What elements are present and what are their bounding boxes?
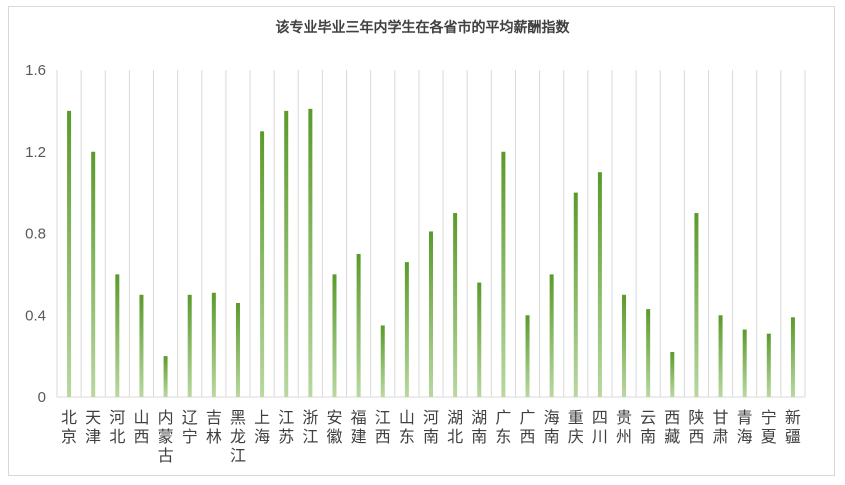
bar xyxy=(163,356,168,397)
bar xyxy=(187,294,192,397)
x-tick-label: 青海 xyxy=(737,408,753,446)
y-tick-label: 1.2 xyxy=(25,144,46,161)
x-tick-label: 甘肃 xyxy=(713,408,729,446)
bars xyxy=(67,108,795,398)
x-tick-label: 北京 xyxy=(61,408,77,446)
x-tick-label: 山东 xyxy=(399,408,415,446)
bar xyxy=(308,108,313,398)
bar xyxy=(332,274,337,397)
x-tick-label: 河北 xyxy=(109,408,125,446)
x-tick-label: 吉林 xyxy=(206,408,222,446)
bar xyxy=(670,352,675,397)
y-tick-label: 0.4 xyxy=(25,307,46,324)
chart-title: 该专业毕业三年内学生在各省市的平均薪酬指数 xyxy=(275,20,570,36)
x-tick-label: 安徽 xyxy=(326,408,342,446)
bar xyxy=(477,282,482,397)
x-tick-label: 贵州 xyxy=(616,408,632,446)
x-tick-label: 重庆 xyxy=(568,408,584,446)
bar xyxy=(211,292,216,397)
y-tick-label: 0 xyxy=(38,389,46,406)
bar xyxy=(235,302,240,397)
y-tick-label: 0.8 xyxy=(25,226,46,243)
bar xyxy=(694,213,699,397)
bar xyxy=(115,274,120,397)
y-tick-label: 1.6 xyxy=(25,62,46,79)
gridlines xyxy=(56,70,806,398)
bar xyxy=(429,231,433,397)
bar xyxy=(91,151,96,397)
bar xyxy=(525,315,530,397)
x-tick-label: 上海 xyxy=(254,408,270,446)
x-tick-label: 黑龙江 xyxy=(230,408,246,465)
x-tick-label: 内蒙古 xyxy=(158,408,174,465)
bar xyxy=(573,192,578,397)
y-axis: 0 0.4 0.8 1.2 1.6 xyxy=(25,62,46,406)
x-tick-label: 海南 xyxy=(544,408,560,446)
bar xyxy=(742,329,747,397)
bar xyxy=(790,317,795,397)
x-tick-label: 辽宁 xyxy=(182,408,198,446)
bar xyxy=(380,325,385,397)
bar xyxy=(622,294,627,397)
x-tick-label: 浙江 xyxy=(302,408,318,446)
x-tick-label: 新疆 xyxy=(785,408,801,446)
x-tick-label: 广西 xyxy=(520,408,536,446)
x-tick-label: 四川 xyxy=(592,408,608,446)
bar xyxy=(766,333,771,397)
bar xyxy=(260,131,265,397)
bar xyxy=(501,151,506,397)
bar xyxy=(284,110,289,397)
x-tick-label: 天津 xyxy=(85,408,101,446)
bar xyxy=(453,213,458,397)
bar xyxy=(718,315,723,397)
x-tick-label: 江西 xyxy=(375,408,391,446)
x-axis: 北京天津河北山西内蒙古辽宁吉林黑龙江上海江苏浙江安徽福建江西山东河南湖北湖南广东… xyxy=(61,408,801,465)
x-tick-label: 广东 xyxy=(495,408,511,446)
x-tick-label: 陕西 xyxy=(688,408,704,446)
x-tick-label: 福建 xyxy=(351,408,367,446)
bar xyxy=(404,262,409,397)
bar xyxy=(549,274,554,397)
x-tick-label: 山西 xyxy=(133,408,149,446)
x-tick-label: 宁夏 xyxy=(761,408,777,446)
x-tick-label: 江苏 xyxy=(278,408,294,446)
x-tick-label: 湖南 xyxy=(471,408,487,446)
x-tick-label: 湖北 xyxy=(447,408,463,446)
bar xyxy=(597,172,602,397)
x-tick-label: 河南 xyxy=(423,408,439,446)
x-tick-label: 西藏 xyxy=(664,408,680,446)
bar xyxy=(67,110,72,397)
bar xyxy=(646,309,651,397)
bar xyxy=(356,253,361,397)
x-tick-label: 云南 xyxy=(640,408,656,446)
bar xyxy=(139,294,144,397)
